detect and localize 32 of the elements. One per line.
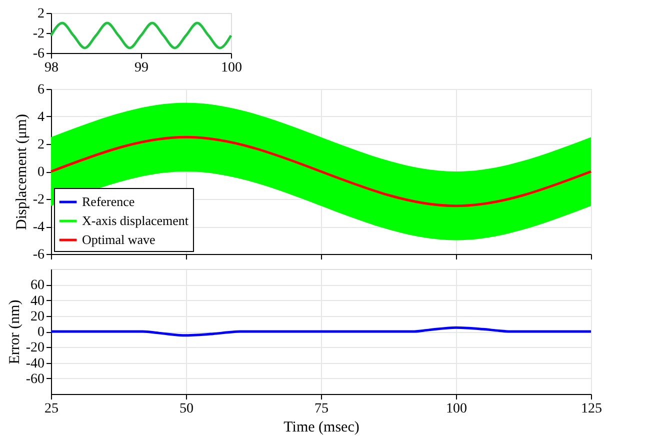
y-tick-label: 2 <box>38 6 44 22</box>
y-tick-label: 6 <box>38 82 44 98</box>
y-tick-label: 60 <box>30 278 44 294</box>
y-tick-label: -4 <box>32 220 44 235</box>
y-tick-label: -20 <box>26 340 44 356</box>
x-tick-label: 75 <box>314 402 328 416</box>
y-tick-label: -60 <box>26 372 44 387</box>
y-tick-label: 4 <box>38 110 44 125</box>
legend-label: X-axis displacement <box>82 213 189 228</box>
y-tick-label: 0 <box>38 325 44 340</box>
x-tick-label: 98 <box>44 60 58 76</box>
y-axis-title: Displacement (μm) <box>14 114 30 230</box>
y-tick-label: -2 <box>32 192 44 208</box>
y-tick-label: 20 <box>30 309 44 324</box>
y-tick-label: -6 <box>32 46 44 62</box>
x-tick-label: 100 <box>221 60 242 76</box>
y-tick-label: 2 <box>38 138 44 152</box>
y-tick-label: 40 <box>30 294 44 309</box>
y-tick-label: 0 <box>38 165 44 180</box>
x-tick-label: 125 <box>581 402 602 416</box>
y-tick-label: -40 <box>26 356 44 372</box>
x-tick-label: 99 <box>134 60 148 76</box>
y-tick-label: -2 <box>32 26 44 42</box>
x-tick-label: 25 <box>44 402 58 416</box>
legend-label: Optimal wave <box>82 232 156 247</box>
legend-label: Reference <box>82 194 135 209</box>
x-axis-title: Time (msec) <box>284 420 360 436</box>
x-tick-label: 100 <box>446 402 467 416</box>
y-axis-title: Error (nm) <box>6 300 23 364</box>
x-tick-label: 50 <box>180 402 194 416</box>
y-tick-label: -6 <box>32 248 44 262</box>
line-series <box>50 326 592 337</box>
